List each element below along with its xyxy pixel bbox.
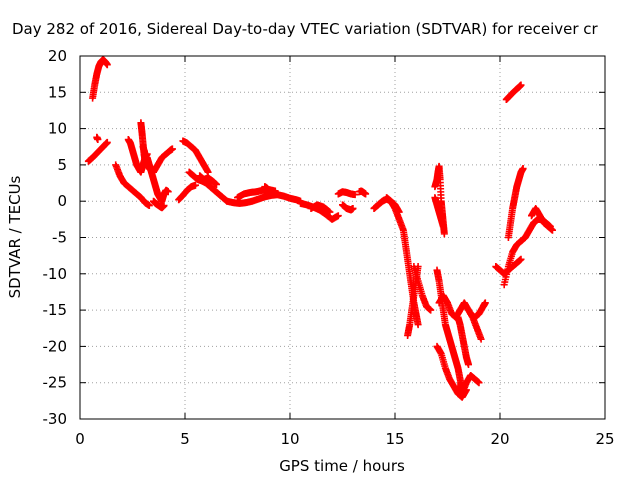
y-tick-label: 20 <box>48 47 67 65</box>
x-tick-label: 15 <box>385 430 404 448</box>
chart-title: Day 282 of 2016, Sidereal Day-to-day VTE… <box>12 20 599 38</box>
x-tick-label: 20 <box>490 430 509 448</box>
data-point <box>271 187 279 195</box>
y-axis-label: SDTVAR / TECUs <box>6 175 24 298</box>
x-tick-label: 5 <box>180 430 190 448</box>
data-points <box>84 56 556 401</box>
y-tick-label: 5 <box>57 156 67 174</box>
data-point <box>94 135 102 143</box>
data-point <box>168 145 176 153</box>
data-point <box>351 191 359 199</box>
x-axis-label: GPS time / hours <box>279 457 405 475</box>
data-point <box>439 223 447 231</box>
data-point <box>192 181 199 189</box>
data-point <box>160 202 168 210</box>
data-point <box>334 212 342 220</box>
data-point <box>517 81 525 89</box>
data-point <box>481 299 489 307</box>
grid <box>80 56 605 419</box>
plot-border <box>79 55 606 420</box>
data-point <box>549 226 556 234</box>
y-tick-label: 10 <box>48 120 67 138</box>
x-ticks: 0 5 10 15 20 25 <box>75 56 615 448</box>
y-tick-label: -30 <box>43 410 68 428</box>
data-point <box>103 61 111 69</box>
y-tick-label: -5 <box>52 229 67 247</box>
data-point <box>517 255 525 263</box>
data-point <box>519 165 527 173</box>
x-tick-label: 10 <box>280 430 299 448</box>
data-point <box>145 202 153 210</box>
data-point <box>164 188 172 196</box>
data-point <box>213 181 220 189</box>
data-point <box>477 335 485 343</box>
data-point <box>349 204 357 212</box>
x-tick-label: 25 <box>595 430 614 448</box>
y-tick-label: -15 <box>43 301 68 319</box>
data-point <box>465 361 472 369</box>
data-point <box>475 379 483 387</box>
x-tick-label: 0 <box>75 430 85 448</box>
data-point <box>414 321 422 329</box>
data-point <box>440 230 448 238</box>
y-ticks: -30 -25 -20 -15 -10 -5 0 5 10 15 20 <box>43 47 605 428</box>
y-tick-label: 15 <box>48 83 67 101</box>
y-tick-label: 0 <box>57 192 67 210</box>
y-tick-label: -20 <box>43 337 68 355</box>
data-point <box>362 190 370 198</box>
y-tick-label: -10 <box>43 265 68 283</box>
data-point <box>326 208 334 216</box>
data-point <box>427 306 435 314</box>
data-point <box>103 138 111 146</box>
y-tick-label: -25 <box>43 374 68 392</box>
data-point <box>265 186 273 194</box>
